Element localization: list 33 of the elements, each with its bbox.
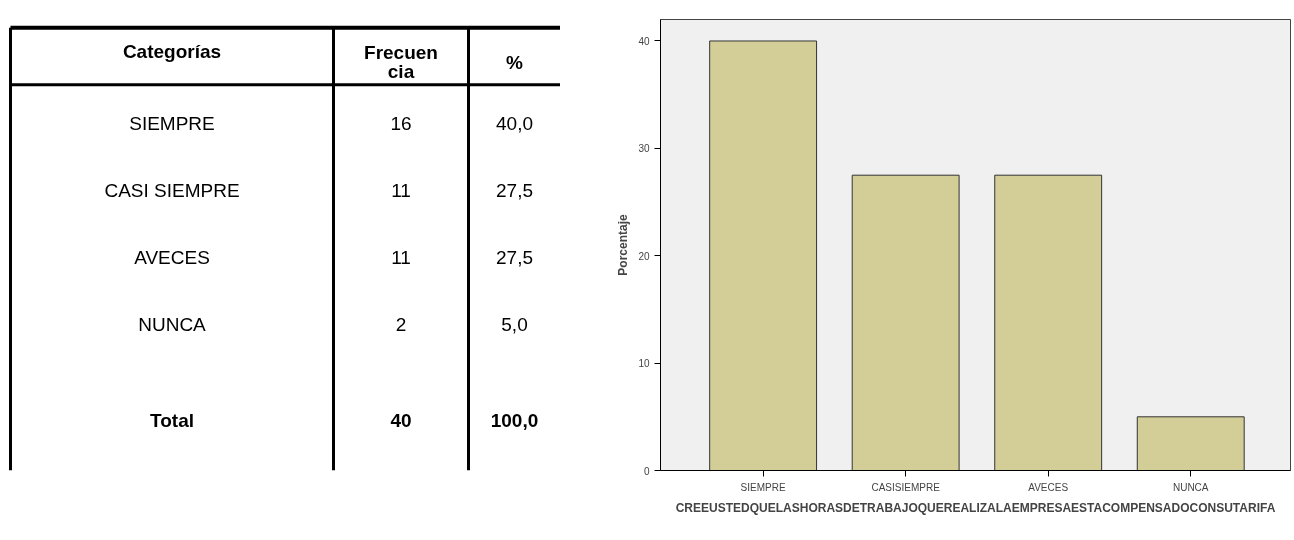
y-tick-label: 30: [638, 143, 650, 155]
text: 40: [390, 409, 412, 431]
text: Total: [150, 409, 194, 431]
data-label: 16: [390, 113, 412, 135]
category-label: SIEMPRE: [129, 113, 215, 135]
data-label: 11: [391, 180, 411, 202]
text: %: [506, 51, 524, 73]
bar: [994, 174, 1103, 471]
x-tick-label: AVECES: [1028, 481, 1069, 493]
data-label: 5,0: [501, 313, 528, 335]
text: 100,0: [490, 409, 539, 431]
y-axis-title: Porcentaje: [616, 213, 631, 276]
x-tick-label: NUNCA: [1172, 481, 1209, 493]
text: Categorías: [122, 40, 222, 62]
text: Frecuencia: [364, 42, 438, 82]
category-label: CASI SIEMPRE: [104, 180, 240, 202]
y-tick-label: 40: [638, 35, 650, 47]
x-tick-label: SIEMPRE: [740, 481, 786, 493]
bar: [851, 174, 960, 471]
y-tick-label: 20: [638, 250, 650, 262]
data-label: 27,5: [496, 247, 533, 269]
y-tick-label: 10: [638, 358, 650, 370]
bar: [1136, 416, 1245, 471]
data-label: 2: [395, 313, 407, 335]
y-tick-label: 0: [643, 465, 650, 477]
data-label: 40,0: [496, 113, 533, 135]
bar: [709, 40, 818, 471]
x-tick-label: CASISIEMPRE: [871, 481, 941, 493]
category-label: AVECES: [134, 247, 210, 269]
x-axis-title: CREEUSTEDQUELASHORASDETRABAJOQUEREALIZALAEMPRESAESTACOMPENSADOCONSUTARIFA: [675, 500, 1276, 515]
data-label: 11: [391, 247, 411, 269]
category-label: NUNCA: [138, 313, 207, 335]
data-label: 27,5: [496, 180, 533, 202]
